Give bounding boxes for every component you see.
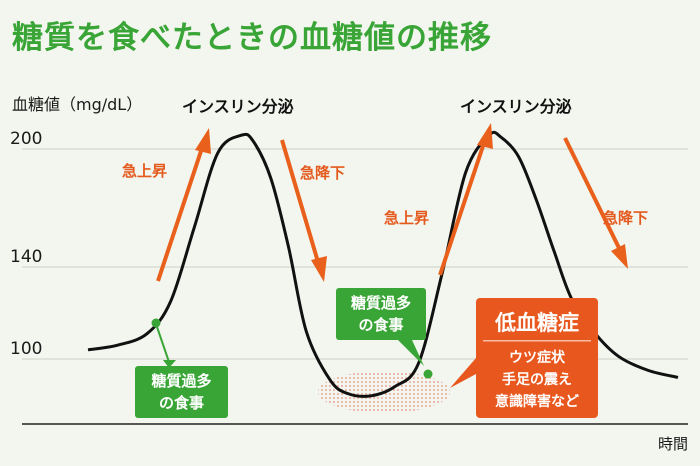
- x-axis-label: 時間: [658, 435, 688, 453]
- page-title: 糖質を食べたときの血糖値の推移: [12, 20, 492, 56]
- hypo-symptom-2: 手足の震え: [502, 371, 572, 388]
- meal-point-1: [151, 318, 161, 328]
- hypoglycemia-title: 低血糖症: [494, 311, 579, 335]
- meal-1-line-2: の食事: [159, 394, 204, 412]
- hypo-symptom-1: ウツ症状: [509, 349, 566, 366]
- rise-label-2: 急上昇: [384, 209, 429, 227]
- drop-arrow-1: [280, 139, 327, 282]
- y-tick-100: 100: [10, 339, 42, 359]
- rise-label-1: 急上昇: [122, 162, 167, 180]
- hypo-symptom-3: 意識障害など: [495, 393, 579, 410]
- drop-label-1: 急降下: [300, 164, 345, 182]
- rise-arrow-1: [156, 128, 211, 282]
- rise-arrow-2: [438, 123, 493, 276]
- y-tick-200: 200: [10, 129, 42, 149]
- meal-point-2: [423, 369, 433, 379]
- y-axis-label: 血糖値（mg/dL）: [12, 95, 142, 114]
- meal-2-line-2: の食事: [358, 316, 403, 334]
- y-tick-labels: 200 140 100: [10, 129, 42, 359]
- y-tick-140: 140: [10, 247, 42, 267]
- orange-arrows: [156, 123, 628, 282]
- glucose-curve: [87, 130, 679, 398]
- meal-1-line-1: 糖質過多: [151, 372, 211, 390]
- insulin-label-2: インスリン分泌: [460, 97, 572, 116]
- drop-label-2: 急降下: [603, 209, 648, 227]
- insulin-label-1: インスリン分泌: [182, 97, 294, 116]
- drop-arrow-2: [563, 137, 628, 269]
- meal-2-line-1: 糖質過多: [351, 294, 411, 312]
- meal-callout-2: 糖質過多 の食事: [336, 288, 426, 366]
- hypoglycemia-callout: 低血糖症 ウツ症状 手足の震え 意識障害など: [450, 298, 598, 418]
- meal-callout-1: 糖質過多 の食事: [135, 323, 228, 418]
